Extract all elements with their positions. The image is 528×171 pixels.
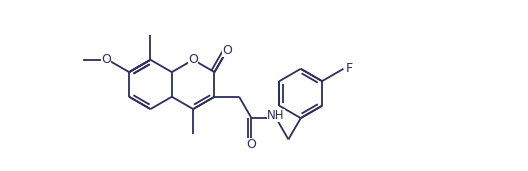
Text: O: O bbox=[101, 53, 111, 66]
Text: O: O bbox=[247, 138, 257, 151]
Text: F: F bbox=[346, 62, 353, 75]
Text: O: O bbox=[222, 44, 232, 57]
Text: NH: NH bbox=[267, 109, 285, 122]
Text: O: O bbox=[188, 53, 198, 66]
